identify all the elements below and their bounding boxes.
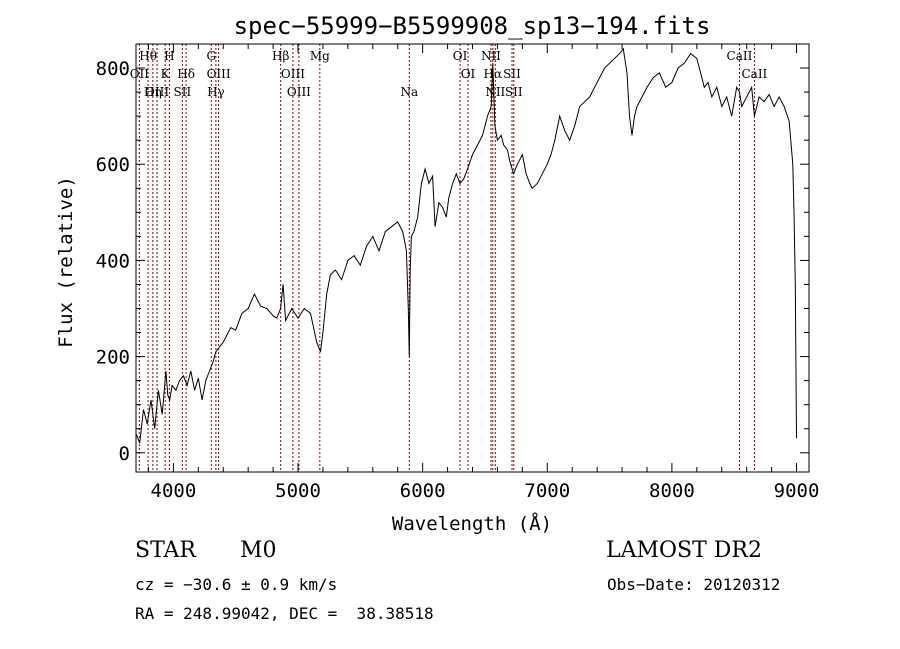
line-marker-label: K <box>161 67 171 81</box>
line-marker-label: Hγ <box>207 85 225 99</box>
line-marker-label: OII <box>130 67 150 81</box>
x-tick-label: 6000 <box>400 480 446 502</box>
y-axis-label: Flux (relative) <box>55 176 77 348</box>
y-tick-label: 200 <box>96 347 130 369</box>
line-marker-label: SII <box>503 67 521 81</box>
x-tick-label: 5000 <box>275 480 321 502</box>
line-marker-label: H <box>164 49 174 63</box>
y-tick-label: 0 <box>119 443 130 465</box>
object-subclass: M0 <box>240 538 277 563</box>
line-marker-label: OIII <box>287 85 311 99</box>
line-marker-label: OIII <box>207 67 231 81</box>
line-marker-label: CaII <box>741 67 767 81</box>
x-axis-label: Wavelength (Å) <box>392 512 552 535</box>
line-marker-label: CaII <box>727 49 753 63</box>
line-marker-label: OIII <box>281 67 305 81</box>
y-tick-label: 800 <box>96 58 130 80</box>
line-marker-label: Hθ <box>139 49 157 63</box>
x-tick-label: 7000 <box>524 480 570 502</box>
line-marker-label: Hβ <box>272 49 289 63</box>
plot-frame <box>135 43 810 473</box>
y-tick-label: 600 <box>96 154 130 176</box>
redshift-info: cz = −30.6 ± 0.9 km/s <box>135 575 338 594</box>
object-class: STAR <box>135 538 196 563</box>
coordinates: RA = 248.99042, DEC = 38.38518 <box>135 604 434 623</box>
line-marker-label: G <box>206 49 216 63</box>
line-marker-label: Na <box>400 85 418 99</box>
x-tick-label: 8000 <box>649 480 695 502</box>
line-marker-label: Hη <box>144 85 162 99</box>
emission-line-markers: HθOIIOIIIHηHKSIIHδGOIIIHγHβOIIIOIIIMgNaO… <box>130 44 768 472</box>
line-marker-label: Hδ <box>177 67 195 81</box>
line-marker-label: NII <box>485 85 505 99</box>
x-tick-label: 9000 <box>774 480 820 502</box>
line-marker-label: SII <box>505 85 523 99</box>
obs-date: Obs−Date: 20120312 <box>607 575 781 594</box>
chart-title: spec−55999−B5599908_sp13−194.fits <box>234 12 711 40</box>
y-tick-label: 400 <box>96 250 130 272</box>
spectrum-series-line <box>135 47 797 444</box>
line-marker-label: OIII <box>145 85 169 99</box>
survey-label: LAMOST DR2 <box>606 538 762 563</box>
line-marker-label: OI <box>461 67 476 81</box>
axis-ticks: 4000 5000 6000 7000 8000 9000 0 200 400 600 800 <box>96 44 820 502</box>
line-marker-label: Mg <box>310 49 330 63</box>
x-tick-label: 4000 <box>151 480 197 502</box>
line-marker-label: SII <box>174 85 192 99</box>
line-marker-label: NII <box>481 49 501 63</box>
line-marker-label: OI <box>453 49 468 63</box>
